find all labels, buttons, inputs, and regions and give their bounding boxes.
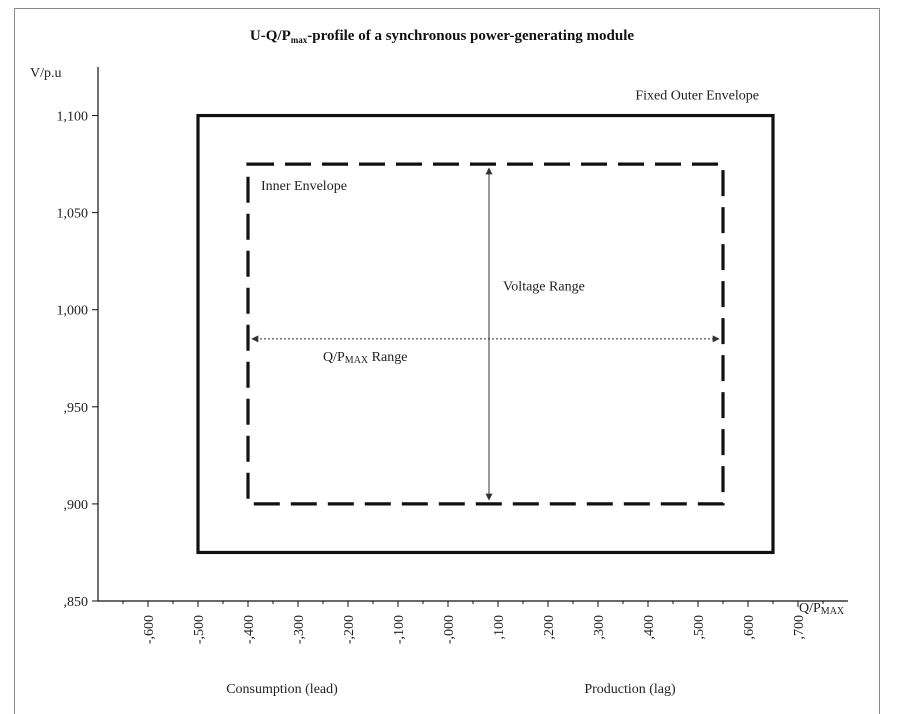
x-tick-label: ,600 <box>742 615 757 640</box>
x-axis-ticks: -,600 -,500 -,400 -,300 -,200 -,100 -,000 ,100,… <box>122 601 824 644</box>
outer-envelope-label: Fixed Outer Envelope <box>635 89 759 104</box>
x-tick-label: ,300 <box>592 615 607 640</box>
inner-envelope-label: Inner Envelope <box>261 179 347 194</box>
x-tick-label: -,500 <box>192 615 207 644</box>
y-tick-label: 1,000 <box>57 304 89 319</box>
x-tick-label: -,600 <box>142 615 157 644</box>
y-axis-ticks: 1,100 1,050 1,000 ,950 ,900 ,850 <box>57 110 98 610</box>
x-tick-label: ,100 <box>492 615 507 640</box>
annotations: Fixed Outer Envelope Inner Envelope Volt… <box>251 89 759 501</box>
voltage-range-label: Voltage Range <box>503 279 585 294</box>
y-tick-label: 1,100 <box>57 110 89 125</box>
x-tick-label: ,500 <box>692 615 707 640</box>
x-tick-label: -,200 <box>342 615 357 644</box>
q-range-label: Q/PMAX Range <box>323 350 407 366</box>
production-label: Production (lag) <box>584 682 676 697</box>
x-axis-label: Q/PMAX <box>799 601 845 617</box>
x-tick-label: -,000 <box>442 615 457 644</box>
x-tick-label: ,200 <box>542 615 557 640</box>
x-tick-label: -,100 <box>392 615 407 644</box>
inner-envelope <box>246 162 725 506</box>
outer-envelope <box>196 113 775 555</box>
axes <box>97 67 848 602</box>
y-tick-label: ,950 <box>64 401 89 416</box>
figure-frame <box>14 8 880 714</box>
chart-title: U-Q/Pmax-profile of a synchronous power-… <box>250 28 634 45</box>
y-tick-label: 1,050 <box>57 207 89 222</box>
y-tick-label: ,900 <box>64 498 89 513</box>
x-tick-label: -,300 <box>292 615 307 644</box>
envelopes <box>196 113 775 555</box>
x-tick-label: -,400 <box>242 615 257 644</box>
x-tick-label: ,700 <box>792 615 807 640</box>
consumption-label: Consumption (lead) <box>226 682 338 697</box>
x-tick-label: ,400 <box>642 615 657 640</box>
y-tick-label: ,850 <box>64 595 89 610</box>
y-axis-label: V/p.u <box>30 66 62 81</box>
